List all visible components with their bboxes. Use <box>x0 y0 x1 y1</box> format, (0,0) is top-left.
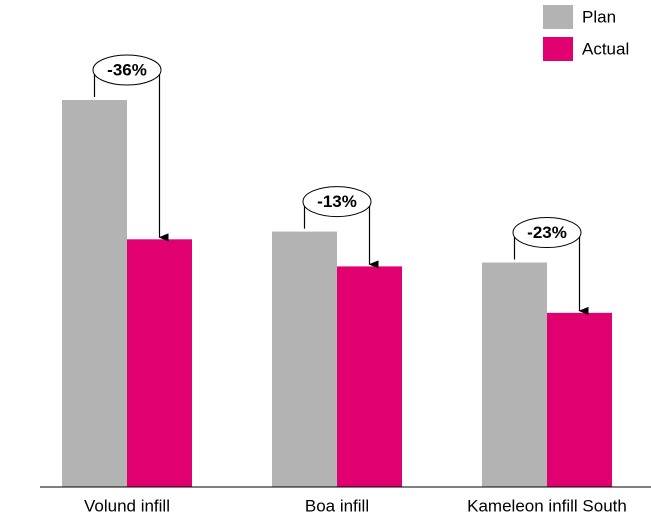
annotation-label: -36% <box>107 60 147 79</box>
bar <box>62 100 127 487</box>
bar <box>127 239 192 487</box>
annotation-bubble <box>92 54 162 86</box>
annotation-label: -23% <box>527 223 567 242</box>
bar <box>272 231 337 487</box>
bar <box>482 262 547 487</box>
legend-label: Plan <box>582 7 616 26</box>
legend-swatch <box>543 37 573 61</box>
annotation-label: -13% <box>317 192 357 211</box>
legend-label: Actual <box>582 39 629 58</box>
x-tick-label: Volund infill <box>84 496 170 515</box>
bar <box>337 266 402 487</box>
annotation-bubble <box>302 186 372 218</box>
annotation-bubble <box>512 217 582 249</box>
x-tick-label: Kameleon infill South <box>467 496 627 515</box>
bar <box>547 312 612 487</box>
x-tick-label: Boa infill <box>305 496 369 515</box>
legend-swatch <box>543 5 573 29</box>
